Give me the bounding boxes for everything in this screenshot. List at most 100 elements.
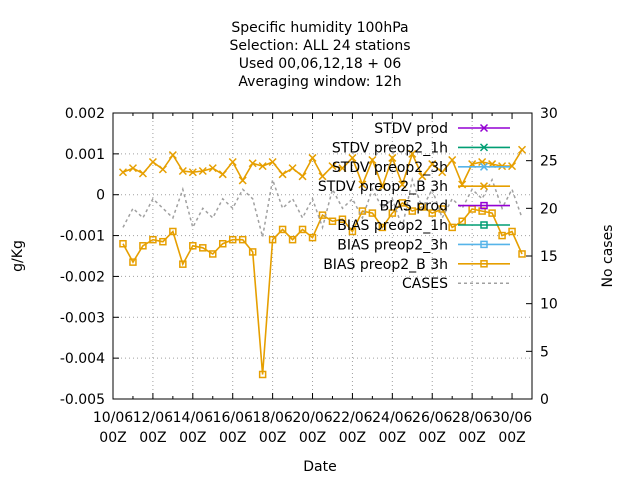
y-tick-label: 0.001 [65, 147, 105, 163]
data-point [238, 235, 247, 244]
x-tick-label: 28/06 [452, 410, 492, 426]
legend-item: BIAS preop2_B 3h [323, 257, 510, 273]
data-point-stroke [248, 159, 257, 168]
legend-item: STDV prod [374, 121, 510, 137]
legend-label: BIAS prod [380, 199, 448, 215]
data-point [128, 164, 137, 173]
data-point-stroke [208, 164, 217, 173]
legend-marker [480, 240, 488, 249]
data-point [398, 180, 407, 189]
x-tick-label: 00Z [299, 430, 326, 446]
data-point [189, 242, 197, 250]
data-point-stroke [328, 162, 337, 171]
legend-label: STDV preop2_B 3h [318, 179, 448, 195]
data-point [248, 159, 257, 168]
data-point-stroke [158, 165, 167, 174]
y2-tick-label: 25 [540, 154, 558, 170]
data-point [388, 153, 397, 162]
data-point [338, 215, 347, 223]
plot-frame [112, 112, 533, 400]
x-tick-label: 00Z [179, 430, 206, 446]
legend-marker [480, 221, 488, 229]
data-point [158, 165, 167, 174]
data-point [148, 157, 157, 167]
data-point [368, 155, 377, 165]
legend-item: BIAS preop2_1h [337, 218, 510, 234]
data-point [498, 231, 506, 240]
legend-item: STDV preop2_1h [332, 140, 510, 156]
x-tick-label: 24/06 [372, 410, 412, 426]
title-line: Averaging window: 12h [238, 74, 401, 90]
data-point-stroke [168, 151, 177, 160]
data-point-stroke [188, 168, 197, 177]
y-tick-label: -0.003 [60, 310, 105, 326]
x-tick-label: 30/06 [492, 410, 532, 426]
data-point-stroke [278, 170, 287, 179]
legend-label: STDV preop2_1h [332, 140, 448, 156]
x-tick-label: 18/06 [252, 410, 292, 426]
legend-label: BIAS preop2_1h [337, 218, 448, 234]
data-point [118, 168, 128, 177]
data-point-stroke [298, 172, 307, 181]
data-point-stroke [448, 155, 457, 165]
x-tick-label: 26/06 [412, 410, 452, 426]
data-point [328, 162, 337, 171]
title-line: Used 00,06,12,18 + 06 [239, 56, 402, 72]
legend-item: STDV preop2_3h [332, 160, 510, 176]
x-tick-label: 00Z [498, 430, 525, 446]
data-point [438, 168, 447, 177]
x-tick-label: 00Z [99, 430, 126, 446]
y2-tick-label: 20 [540, 201, 558, 217]
data-point-stroke [288, 164, 297, 173]
data-point [338, 164, 347, 173]
data-point [308, 233, 317, 242]
data-point-stroke [128, 164, 137, 173]
data-point [508, 162, 517, 171]
data-point [149, 235, 157, 244]
data-point-stroke [418, 172, 427, 181]
data-point-stroke [508, 162, 517, 171]
title-line: Selection: ALL 24 stations [229, 38, 410, 54]
data-point [188, 168, 197, 177]
y-tick-label: -0.001 [60, 229, 105, 245]
data-point [139, 242, 147, 250]
data-point [169, 227, 177, 236]
data-point-stroke [198, 166, 207, 176]
legend-item: BIAS prod [380, 199, 510, 215]
x-tick-label: 12/06 [133, 410, 173, 426]
data-point-stroke [368, 155, 377, 165]
data-point [199, 244, 207, 252]
legend-label: STDV preop2_3h [332, 160, 448, 176]
data-point [488, 209, 496, 217]
y-tick-label: -0.005 [60, 392, 105, 408]
data-point [388, 209, 397, 217]
data-point [218, 170, 227, 179]
data-point [198, 166, 207, 176]
legend-label: CASES [402, 276, 448, 292]
data-point-stroke [238, 176, 247, 185]
legend-item: STDV preop2_B 3h [318, 179, 510, 195]
legend-marker [479, 143, 489, 152]
data-point-stroke [118, 168, 128, 177]
x-tick-label: 00Z [339, 430, 366, 446]
x-tick-label: 14/06 [173, 410, 213, 426]
x-tick-label: 22/06 [332, 410, 372, 426]
series [118, 145, 527, 379]
data-point [517, 145, 527, 154]
legend-marker [479, 182, 489, 191]
data-point [129, 258, 137, 266]
series-line-cases [122, 176, 523, 238]
y2-axis-label: No cases [600, 225, 616, 288]
x-axis-label: Date [303, 459, 336, 475]
data-point [119, 239, 127, 248]
x-tick-label: 10/06 [93, 410, 133, 426]
data-point [238, 176, 247, 185]
data-point-stroke [388, 153, 397, 162]
data-point [288, 164, 297, 173]
data-point-stroke [358, 180, 367, 189]
legend-item: BIAS preop2_3h [337, 237, 510, 253]
x-tick-label: 00Z [419, 430, 446, 446]
data-point [228, 157, 237, 167]
data-point-stroke [338, 164, 347, 173]
title-line: Specific humidity 100hPa [231, 20, 408, 36]
